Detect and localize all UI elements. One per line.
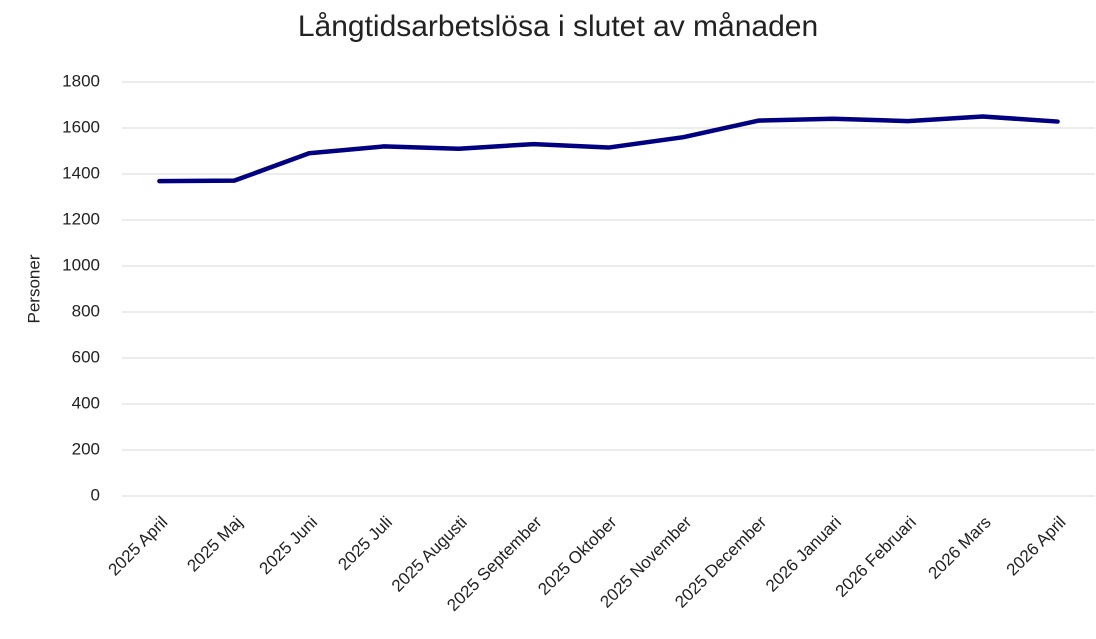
x-tick-label: 2025 Maj [183,513,246,576]
x-tick-label: 2026 April [1003,513,1070,580]
y-axis-label: Personer [24,254,43,323]
y-tick-label: 0 [91,485,100,504]
y-tick-label: 1400 [62,163,100,182]
x-tick-label: 2025 Juni [256,513,322,579]
y-tick-label: 1800 [62,71,100,90]
x-tick-label: 2026 Mars [924,513,994,583]
y-tick-label: 800 [72,301,100,320]
y-tick-label: 600 [72,347,100,366]
x-tick-label: 2025 April [105,513,172,580]
chart-title: Långtidsarbetslösa i slutet av månaden [298,10,818,43]
data-line [157,114,1060,184]
y-tick-label: 1000 [62,255,100,274]
y-tick-label: 1600 [62,117,100,136]
x-tick-label: 2025 Augusti [388,513,471,596]
y-tick-label: 200 [72,439,100,458]
x-tick-label: 2026 Januari [762,513,845,596]
x-tick-label: 2025 Juli [334,513,396,575]
y-tick-label: 400 [72,393,100,412]
y-tick-label: 1200 [62,209,100,228]
